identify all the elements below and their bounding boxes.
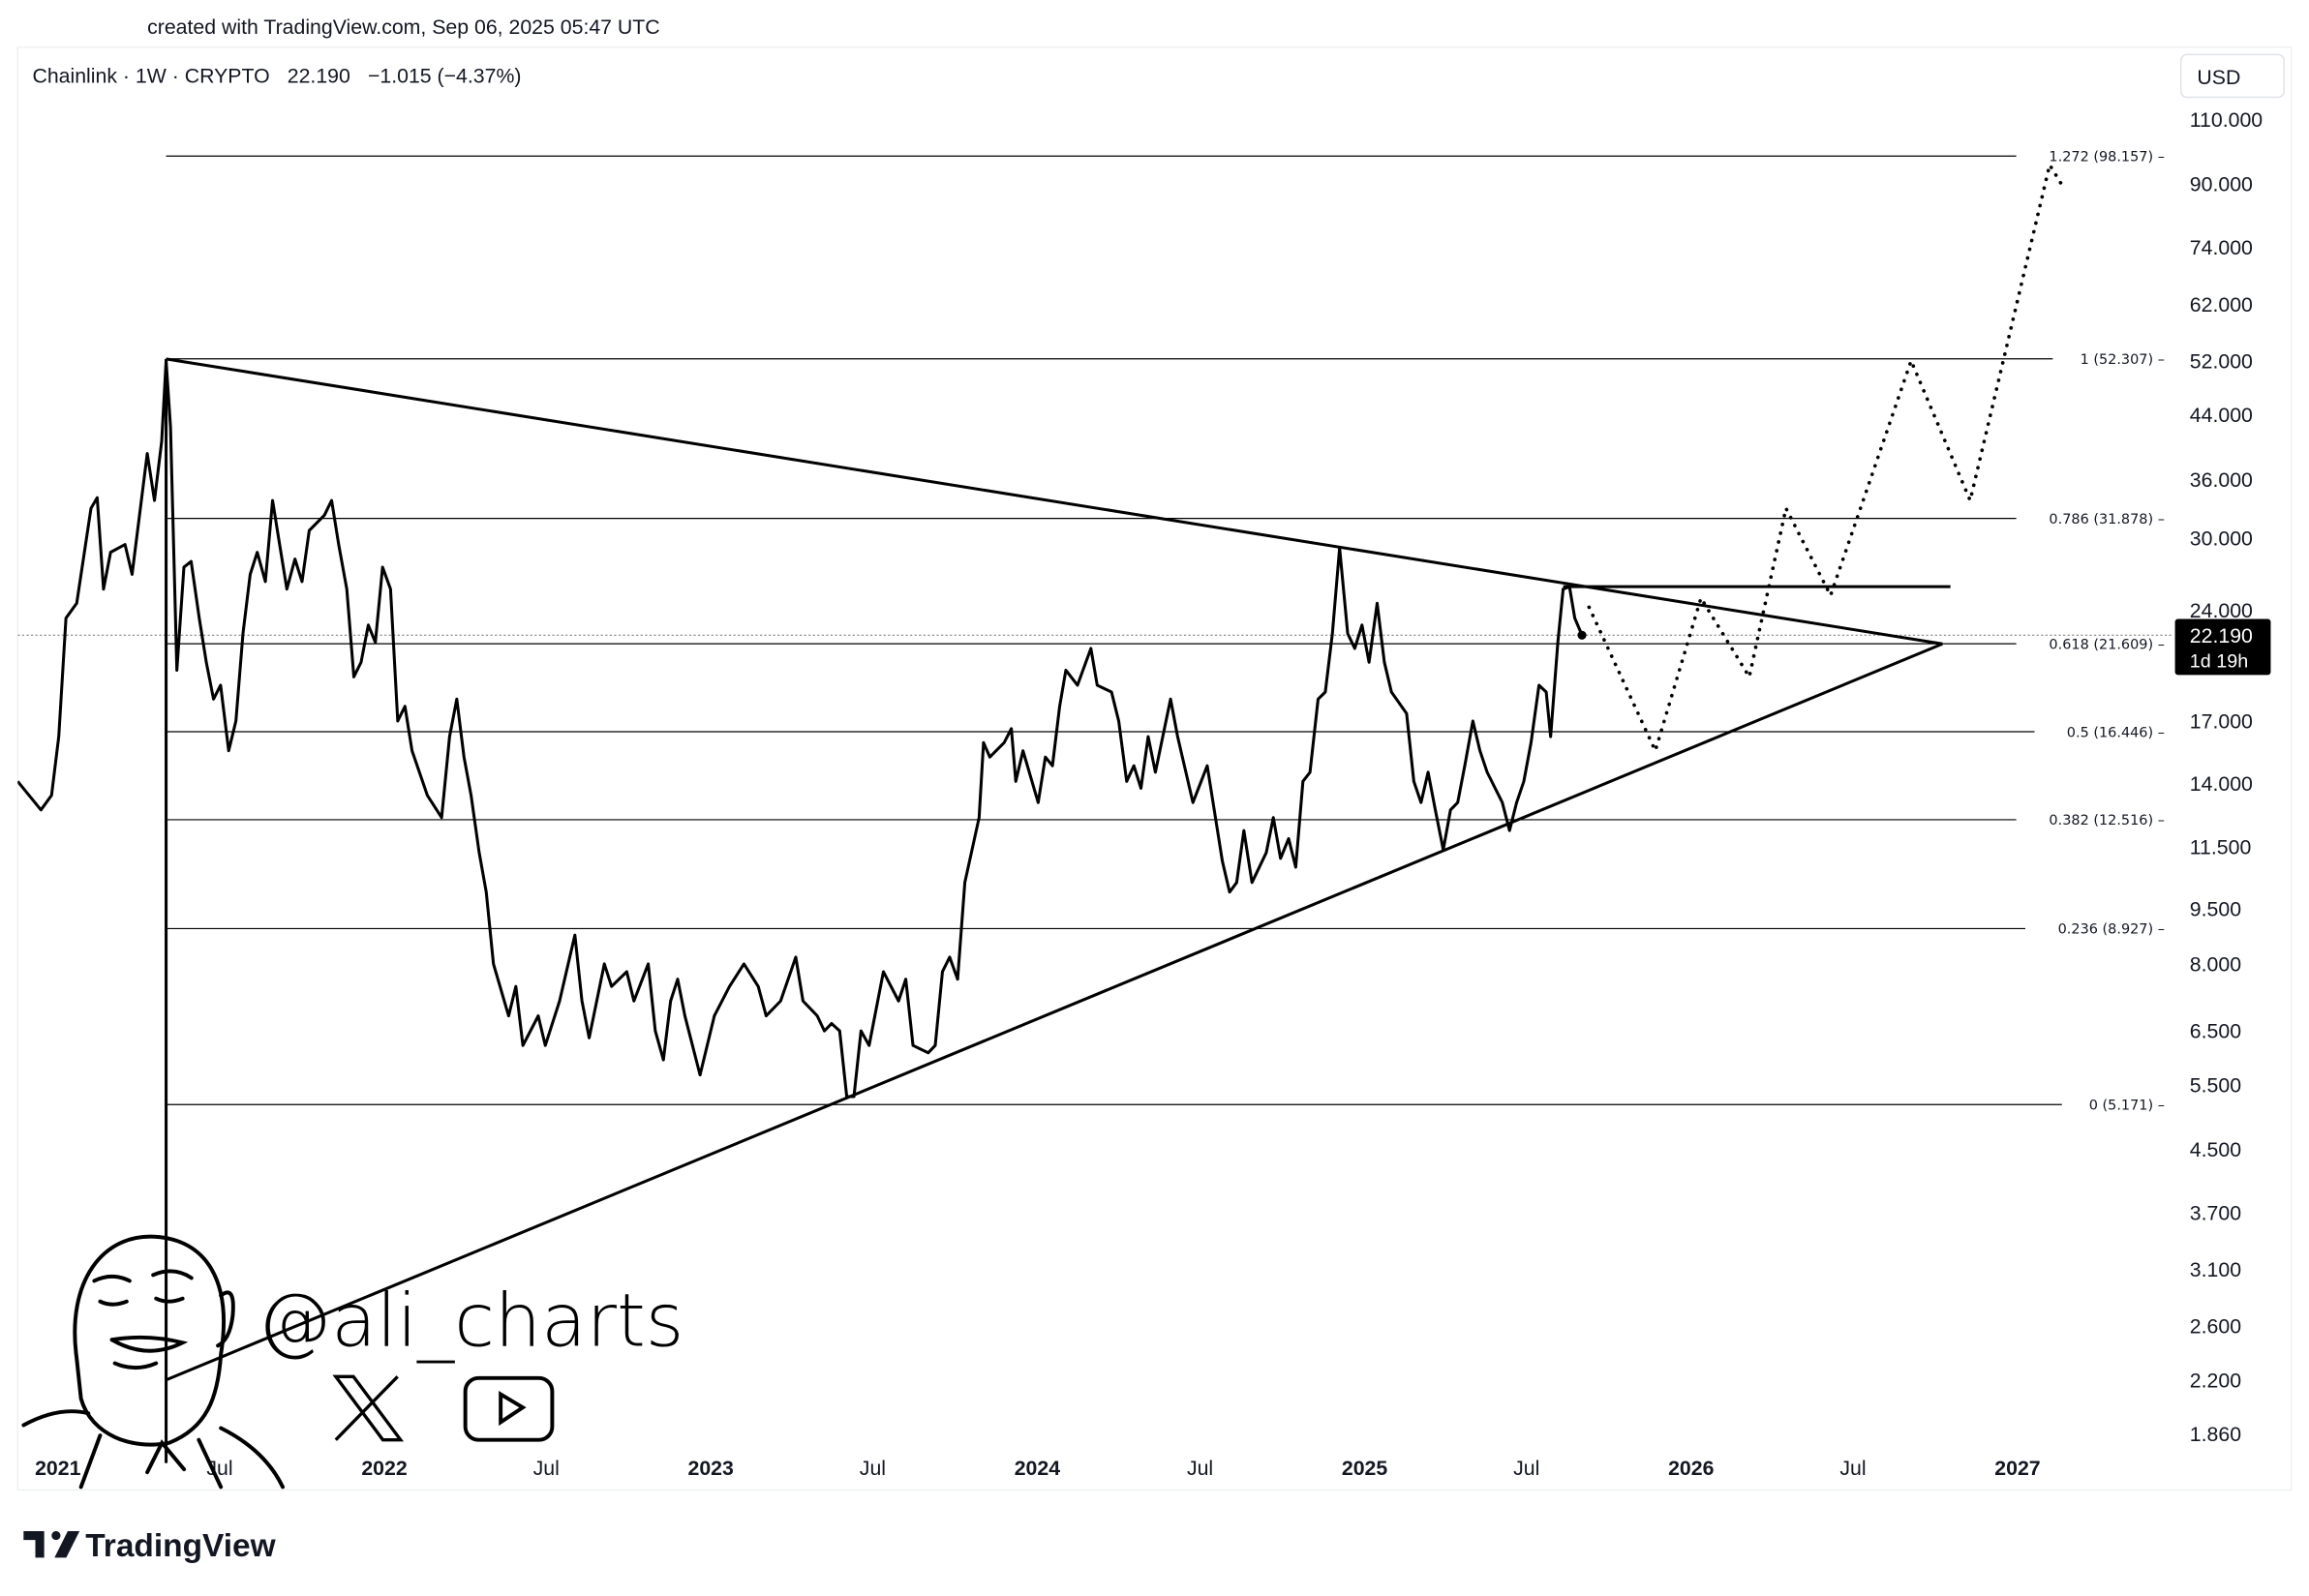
price-tick-label: 11.500 <box>2190 836 2252 859</box>
time-axis[interactable]: 2021 Jul 2022 Jul 2023 Jul 2024 Jul 2025 Jul 2026 J… <box>35 1457 2041 1480</box>
watermark-handle: @ali_charts <box>258 1277 684 1363</box>
price-tick-label: 3.100 <box>2190 1258 2241 1281</box>
price-tick-label: 1.860 <box>2190 1423 2241 1446</box>
price-tick-label: 90.000 <box>2190 173 2253 196</box>
created-with-text: created with TradingView.com, Sep 06, 20… <box>147 15 660 39</box>
time-tick-label: Jul <box>1513 1457 1539 1480</box>
fib-level-label: 0 (5.171) – <box>2089 1099 2165 1114</box>
price-change: −1.015 (−4.37%) <box>368 64 522 87</box>
time-tick-label: 2027 <box>1994 1457 2040 1480</box>
price-tick-label: 52.000 <box>2190 349 2253 373</box>
time-tick-label: Jul <box>1839 1457 1866 1480</box>
tradingview-logo[interactable]: TradingView <box>23 1528 277 1564</box>
fib-level-label: 0.618 (21.609) – <box>2049 637 2165 652</box>
watermark: @ali_charts <box>21 1234 684 1490</box>
price-tick-label: 2.600 <box>2190 1315 2241 1339</box>
time-tick-label: 2026 <box>1668 1457 1715 1480</box>
price-tick-label: 30.000 <box>2190 527 2253 550</box>
tradingview-logo-icon <box>23 1530 80 1558</box>
time-tick-label: 2021 <box>35 1457 81 1480</box>
time-tick-label: Jul <box>860 1457 886 1480</box>
time-tick-label: Jul <box>533 1457 560 1480</box>
price-tick-label: 4.500 <box>2190 1138 2241 1161</box>
currency-label: USD <box>2197 66 2240 89</box>
time-tick-label: Jul <box>1187 1457 1213 1480</box>
price-tick-label: 8.000 <box>2190 953 2241 977</box>
price-axis[interactable]: 110.000 90.000 74.000 62.000 52.000 44.000 36.… <box>2174 108 2271 1446</box>
price-tick-label: 9.500 <box>2190 897 2241 920</box>
price-tick-label: 36.000 <box>2190 468 2253 492</box>
last-price: 22.190 <box>288 64 350 87</box>
current-price-value: 22.190 <box>2190 624 2253 647</box>
price-tick-label: 17.000 <box>2190 710 2253 734</box>
price-tick-label: 74.000 <box>2190 236 2253 259</box>
fib-level-label: 1 (52.307) – <box>2081 352 2165 368</box>
fib-level-label: 0.236 (8.927) – <box>2058 922 2165 938</box>
fib-level-label: 0.5 (16.446) – <box>2067 725 2165 740</box>
lower-trendline[interactable] <box>165 642 1943 1382</box>
time-tick-label: 2025 <box>1342 1457 1388 1480</box>
x-logo-icon[interactable] <box>332 1374 405 1442</box>
price-tick-label: 3.700 <box>2190 1201 2241 1224</box>
tradingview-brand: TradingView <box>85 1528 276 1564</box>
avatar-caricature-icon <box>21 1234 286 1490</box>
time-tick-label: 2024 <box>1015 1457 1061 1480</box>
price-tick-label: 24.000 <box>2190 599 2253 622</box>
fib-level-label: 0.382 (12.516) – <box>2049 813 2165 828</box>
price-tick-label: 110.000 <box>2190 108 2263 132</box>
fib-level-label: 1.272 (98.157) – <box>2049 150 2165 166</box>
price-tick-label: 14.000 <box>2190 772 2253 796</box>
price-tick-label: 62.000 <box>2190 293 2253 316</box>
price-tick-label: 6.500 <box>2190 1020 2241 1043</box>
upper-trendline[interactable] <box>166 357 1943 646</box>
fib-level-label: 0.786 (31.878) – <box>2049 512 2165 527</box>
current-price-label-bg <box>2174 618 2271 676</box>
bar-countdown: 1d 19h <box>2190 651 2248 673</box>
time-tick-label: 2023 <box>688 1457 735 1480</box>
symbol-name: Chainlink · 1W · CRYPTO <box>32 64 269 87</box>
symbol-legend: Chainlink · 1W · CRYPTO 22.190 −1.015 (−… <box>32 64 521 87</box>
price-line <box>17 359 1584 1099</box>
price-tick-label: 2.200 <box>2190 1369 2241 1392</box>
youtube-icon[interactable] <box>463 1375 555 1442</box>
current-price-dot <box>1577 630 1587 640</box>
currency-button[interactable]: USD <box>2179 53 2285 99</box>
time-tick-label: 2022 <box>361 1457 407 1480</box>
price-tick-label: 5.500 <box>2190 1073 2241 1097</box>
price-tick-label: 44.000 <box>2190 404 2253 427</box>
plot-area: 1.272 (98.157) – 1 (52.307) – 0.786 (31.87… <box>17 150 2172 1463</box>
current-price-label: 22.190 1d 19h <box>2174 618 2271 676</box>
